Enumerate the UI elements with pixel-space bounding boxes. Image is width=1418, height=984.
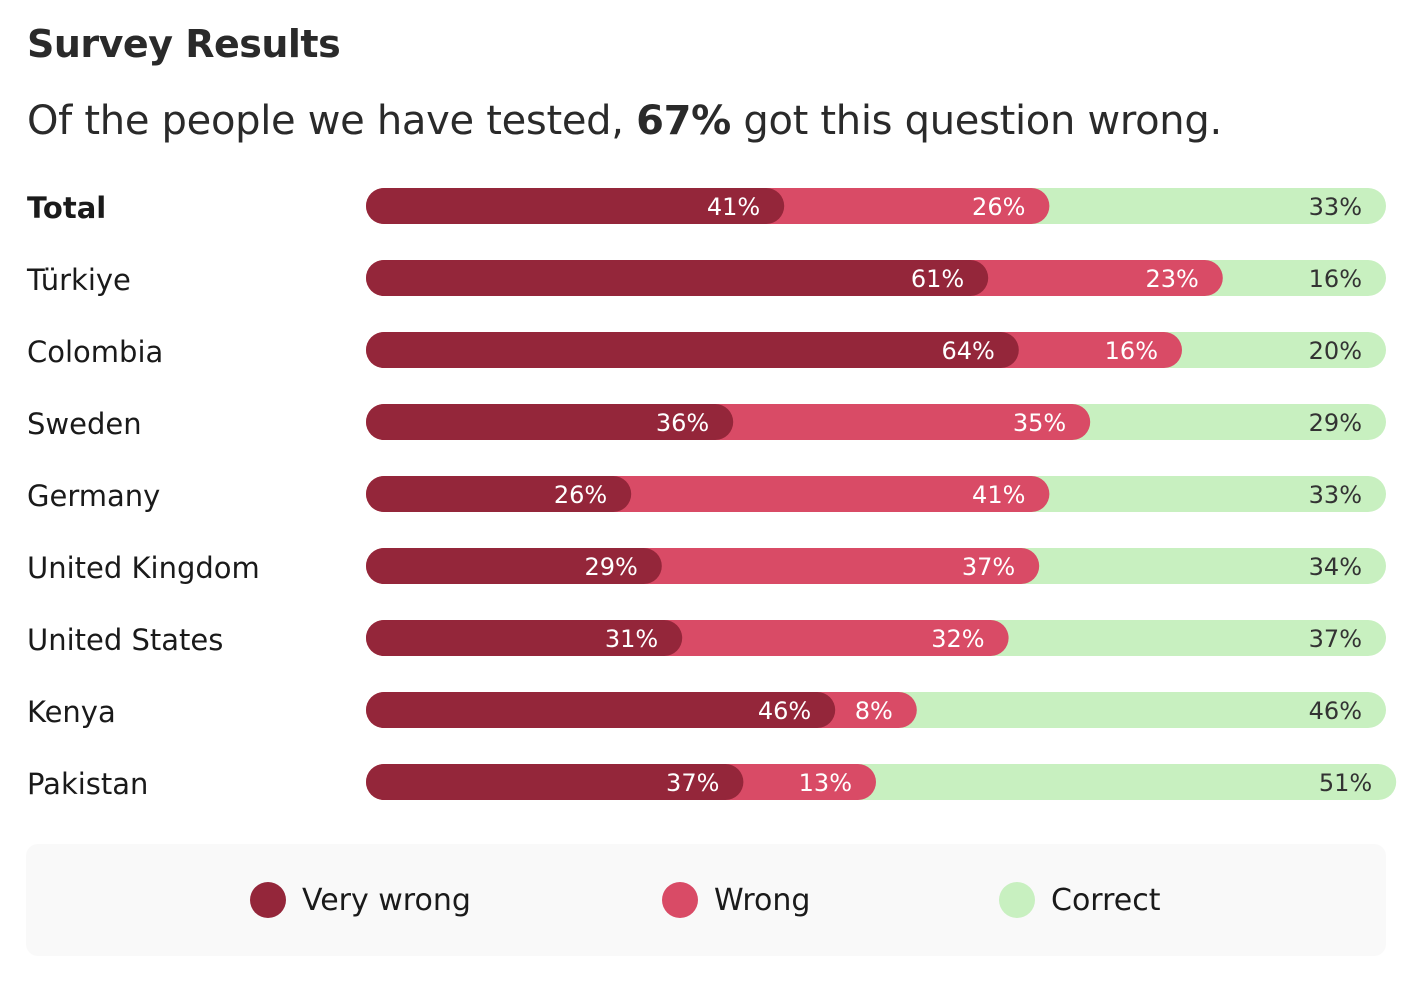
chart-subtitle: Of the people we have tested, 67% got th… (27, 98, 1222, 144)
bar-segment-very-wrong-total (366, 188, 785, 224)
row-label-colombia: Colombia (27, 335, 163, 369)
bar-segment-very-wrong-turkiye (366, 260, 989, 296)
data-label-very-wrong-sweden: 36% (656, 409, 709, 437)
row-label-united-kingdom: United Kingdom (27, 551, 260, 585)
data-label-very-wrong-united-states: 31% (605, 625, 658, 653)
data-label-wrong-united-states: 32% (931, 625, 984, 653)
data-label-correct-united-kingdom: 34% (1309, 553, 1362, 581)
row-label-kenya: Kenya (27, 695, 116, 729)
bar-row-colombia: Colombia 64% 16% 20% (27, 332, 1386, 369)
row-label-turkiye: Türkiye (26, 263, 131, 297)
bar-row-sweden: Sweden 36% 35% 29% (27, 404, 1386, 441)
legend-item-correct: Correct (999, 882, 1161, 918)
bar-segment-very-wrong-sweden (366, 404, 734, 440)
bar-segment-very-wrong-pakistan (366, 764, 744, 800)
data-label-correct-kenya: 46% (1309, 697, 1362, 725)
bar-row-turkiye: Türkiye 61% 23% 16% (26, 260, 1386, 297)
data-label-correct-pakistan: 51% (1319, 769, 1372, 797)
row-label-total: Total (27, 191, 106, 225)
data-label-wrong-united-kingdom: 37% (962, 553, 1015, 581)
bar-row-germany: Germany 26% 41% 33% (27, 476, 1386, 513)
data-label-very-wrong-total: 41% (707, 193, 760, 221)
legend-label-very-wrong: Very wrong (302, 882, 471, 918)
bar-segment-very-wrong-germany (366, 476, 632, 512)
bar-row-total: Total 41% 26% 33% (27, 188, 1386, 225)
data-label-correct-united-states: 37% (1309, 625, 1362, 653)
row-label-pakistan: Pakistan (27, 767, 148, 801)
data-label-very-wrong-turkiye: 61% (911, 265, 964, 293)
data-label-correct-sweden: 29% (1309, 409, 1362, 437)
legend-item-wrong: Wrong (662, 882, 810, 918)
data-label-wrong-total: 26% (972, 193, 1025, 221)
data-label-very-wrong-pakistan: 37% (666, 769, 719, 797)
data-label-correct-colombia: 20% (1309, 337, 1362, 365)
chart-legend: Very wrong Wrong Correct (26, 844, 1386, 956)
data-label-correct-germany: 33% (1309, 481, 1362, 509)
chart-title: Survey Results (27, 22, 341, 66)
row-label-sweden: Sweden (27, 407, 142, 441)
bar-row-pakistan: Pakistan 37% 13% 51% (27, 764, 1397, 801)
data-label-wrong-germany: 41% (972, 481, 1025, 509)
data-label-very-wrong-colombia: 64% (941, 337, 994, 365)
row-label-germany: Germany (27, 479, 160, 513)
legend-swatch-very-wrong (250, 882, 286, 918)
bar-segment-very-wrong-united-kingdom (366, 548, 662, 584)
legend-swatch-correct (999, 882, 1035, 918)
legend-label-wrong: Wrong (714, 882, 811, 918)
data-label-wrong-pakistan: 13% (799, 769, 852, 797)
row-label-united-states: United States (27, 623, 223, 657)
stacked-bar-chart: Total 41% 26% 33% Türkiye 61% 23% 16% Colombia 64… (26, 188, 1397, 801)
bar-segment-very-wrong-united-states (366, 620, 683, 656)
data-label-wrong-sweden: 35% (1013, 409, 1066, 437)
bar-row-kenya: Kenya 46% 8% 46% (27, 692, 1386, 729)
legend-item-very-wrong: Very wrong (250, 882, 471, 918)
legend-swatch-wrong (662, 882, 698, 918)
legend-label-correct: Correct (1051, 882, 1161, 918)
subtitle-text-after: got this question wrong. (730, 98, 1222, 144)
bar-segment-very-wrong-colombia (366, 332, 1019, 368)
bar-row-united-kingdom: United Kingdom 29% 37% 34% (27, 548, 1386, 585)
data-label-very-wrong-united-kingdom: 29% (584, 553, 637, 581)
subtitle-highlight-value: 67% (636, 98, 731, 144)
bar-segment-very-wrong-kenya (366, 692, 836, 728)
data-label-very-wrong-germany: 26% (554, 481, 607, 509)
subtitle-text-before: Of the people we have tested, (27, 98, 637, 144)
data-label-correct-total: 33% (1309, 193, 1362, 221)
data-label-very-wrong-kenya: 46% (758, 697, 811, 725)
data-label-wrong-kenya: 8% (855, 697, 893, 725)
data-label-wrong-turkiye: 23% (1145, 265, 1198, 293)
data-label-correct-turkiye: 16% (1309, 265, 1362, 293)
data-label-wrong-colombia: 16% (1105, 337, 1158, 365)
bar-row-united-states: United States 31% 32% 37% (27, 620, 1386, 657)
